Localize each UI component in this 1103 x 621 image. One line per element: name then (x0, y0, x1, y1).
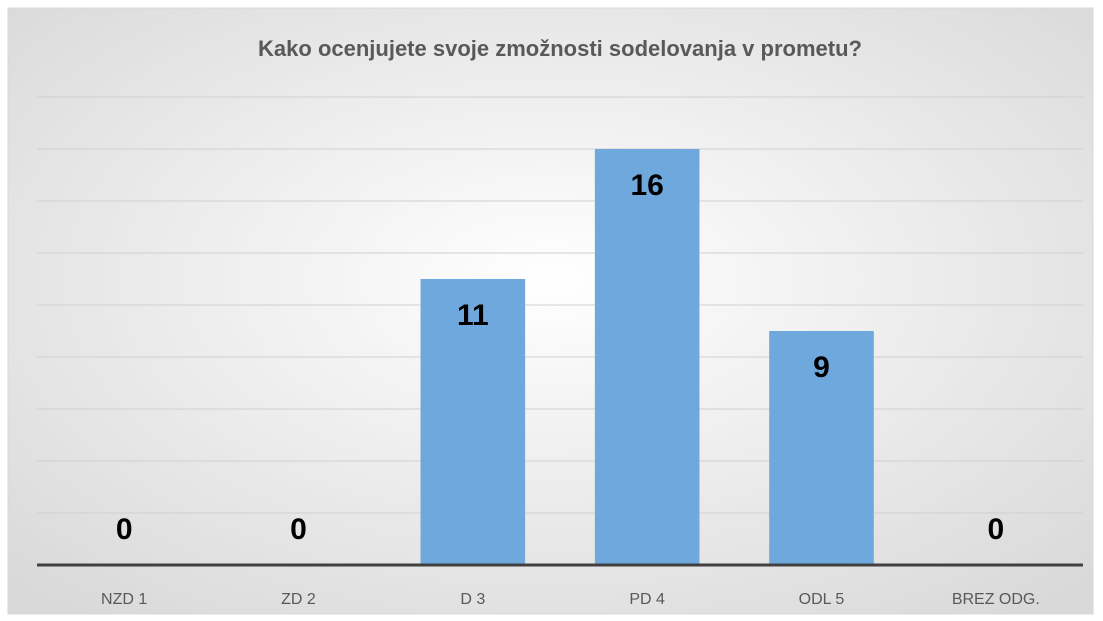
data-label: 9 (813, 351, 830, 384)
x-tick-label: D 3 (460, 591, 485, 608)
chart-background (7, 7, 1094, 615)
bar (769, 331, 874, 565)
data-label: 16 (630, 169, 663, 202)
data-label: 0 (290, 513, 307, 546)
x-tick-label: ZD 2 (281, 591, 316, 608)
x-tick-label: ODL 5 (799, 591, 845, 608)
chart-title: Kako ocenjujete svoje zmožnosti sodelova… (258, 36, 862, 61)
x-tick-label: PD 4 (629, 591, 665, 608)
data-label: 0 (116, 513, 133, 546)
data-label: 11 (457, 299, 489, 332)
bar (594, 149, 700, 565)
data-label: 0 (987, 513, 1004, 546)
bar (420, 279, 526, 565)
x-tick-label: BREZ ODG. (952, 591, 1040, 608)
x-tick-label: NZD 1 (101, 591, 147, 608)
